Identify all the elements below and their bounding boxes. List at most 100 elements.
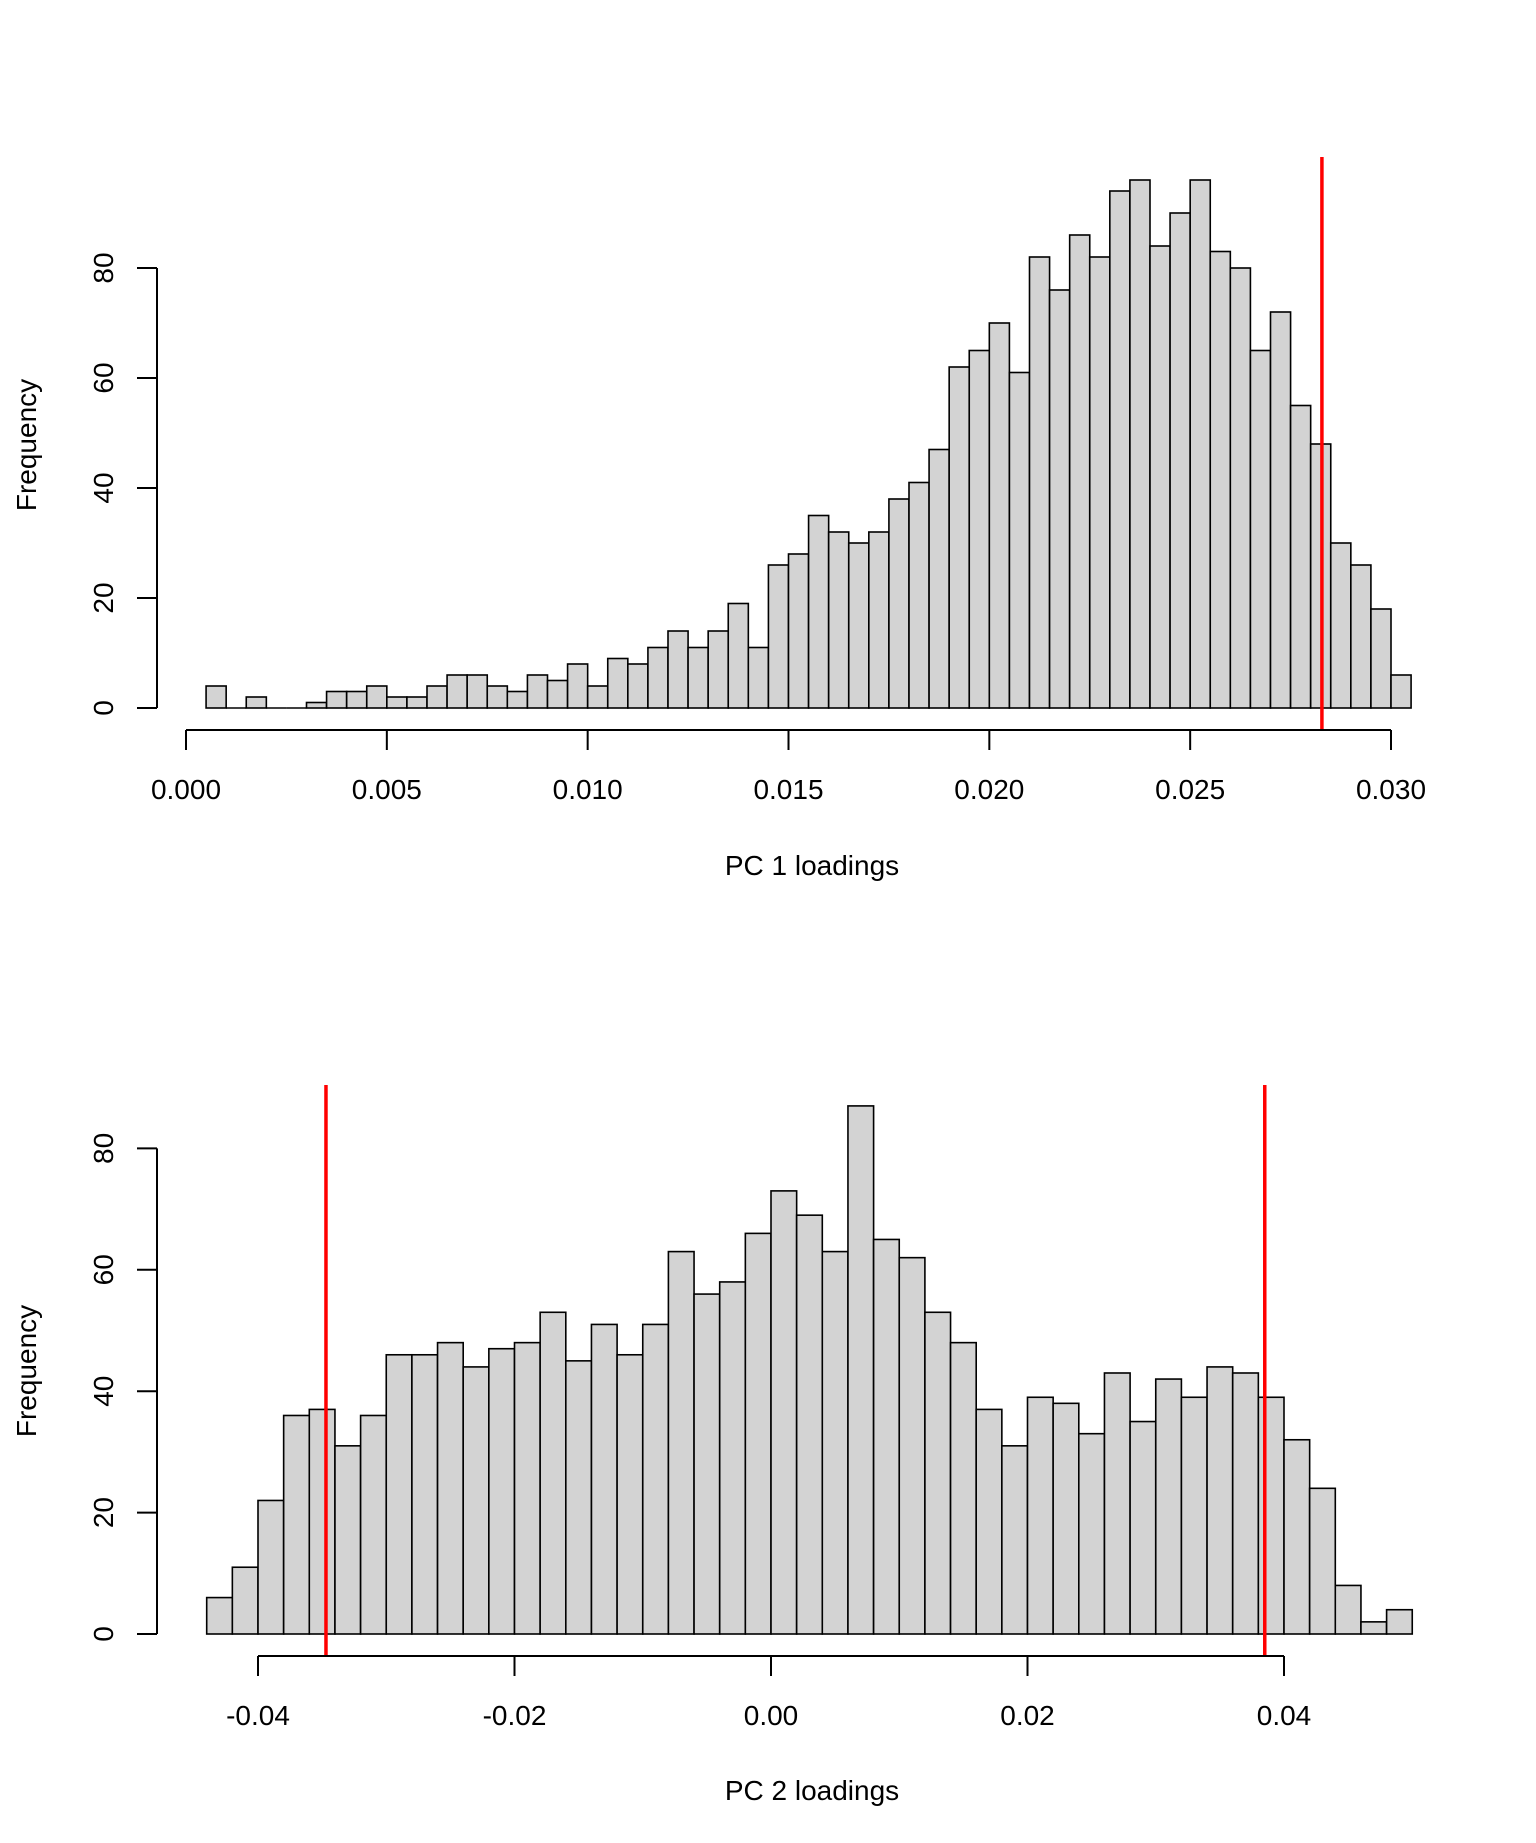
histogram-bar	[1103, 1372, 1131, 1635]
histogram-bar	[1109, 190, 1131, 709]
x-tick-label: 0.015	[753, 774, 823, 805]
histogram-bar	[821, 1250, 849, 1635]
histogram-bar	[466, 674, 489, 709]
histogram-bar	[988, 322, 1011, 709]
histogram-bar	[687, 646, 709, 709]
histogram-bar	[727, 602, 750, 709]
histogram-bar	[1169, 212, 1191, 709]
y-tick-label: 40	[88, 472, 119, 503]
pc2-reference-lines	[324, 1085, 1267, 1656]
histogram-bar	[928, 448, 950, 709]
histogram-bar	[590, 1323, 618, 1635]
x-tick-label: 0.020	[954, 774, 1024, 805]
histogram-bar	[641, 1323, 670, 1635]
histogram-bar	[1129, 179, 1151, 709]
histogram-bar	[1350, 564, 1372, 709]
histogram-bar	[1390, 674, 1412, 709]
histogram-bar	[1008, 371, 1031, 709]
y-tick-label: 20	[88, 582, 119, 613]
histogram-bar	[707, 630, 730, 709]
histogram-bar	[462, 1366, 490, 1635]
histogram-bar	[539, 1311, 567, 1635]
histogram-bar	[868, 531, 890, 709]
histogram-bar	[1289, 404, 1312, 709]
histogram-bar	[924, 1311, 952, 1635]
pc1-y-axis: 0 20 40 60 80	[88, 252, 158, 716]
histogram-bar	[411, 1353, 439, 1635]
y-tick-label: 60	[88, 1254, 119, 1285]
histogram-bar	[359, 1414, 388, 1635]
pc2-x-axis: -0.04 -0.02 0.00 0.02 0.04	[226, 1655, 1312, 1731]
histogram-bar	[231, 1566, 259, 1635]
histogram-bar	[526, 674, 549, 709]
x-tick-label: 0.005	[352, 774, 422, 805]
histogram-bar	[718, 1281, 747, 1635]
histogram-bar	[1329, 542, 1352, 709]
histogram-bar	[898, 1256, 926, 1635]
pc2-bars	[205, 1105, 1414, 1635]
x-tick-label: 0.025	[1155, 774, 1225, 805]
histogram-bar	[616, 1353, 644, 1635]
histogram-bar	[513, 1341, 541, 1635]
histogram-bar	[1078, 1432, 1106, 1635]
histogram-bar	[1088, 256, 1111, 709]
histogram-bar	[345, 690, 368, 709]
histogram-bar	[908, 481, 930, 709]
histogram-bar	[426, 685, 448, 709]
histogram-bar	[693, 1293, 721, 1635]
x-tick-label: -0.02	[483, 1700, 547, 1731]
histogram-bar	[205, 1596, 234, 1635]
histogram-bar	[308, 1408, 336, 1635]
pc2-y-axis: 0 20 40 60 80	[88, 1133, 158, 1642]
histogram-bar	[205, 685, 227, 709]
histogram-bar	[282, 1414, 311, 1635]
histogram-bar	[1209, 250, 1232, 709]
pc1-x-axis: 0.000 0.005 0.010 0.015 0.020 0.025 0.030	[151, 729, 1426, 805]
y-tick-label: 60	[88, 362, 119, 393]
histogram-bar	[847, 1105, 875, 1635]
histogram-bar	[667, 1250, 695, 1635]
histogram-bar	[325, 690, 348, 709]
y-tick-label: 20	[88, 1497, 119, 1528]
histogram-bar	[1048, 289, 1071, 709]
x-tick-label: -0.04	[226, 1700, 290, 1731]
x-tick-label: 0.00	[744, 1700, 799, 1731]
histogram-bar	[564, 1360, 593, 1635]
histogram-bar	[546, 679, 569, 709]
histogram-bar	[1269, 311, 1292, 709]
histogram-bar	[968, 349, 991, 709]
histogram-bar	[1206, 1366, 1234, 1635]
y-tick-label: 0	[88, 1626, 119, 1642]
histogram-bar	[1154, 1378, 1183, 1635]
x-tick-label: 0.030	[1356, 774, 1426, 805]
histogram-bar	[305, 701, 328, 709]
histogram-bar	[488, 1347, 516, 1635]
histogram-bar	[1001, 1445, 1029, 1635]
histogram-bar	[1249, 349, 1272, 709]
y-tick-label: 40	[88, 1376, 119, 1407]
histogram-bar	[334, 1445, 362, 1635]
histogram-bar	[975, 1408, 1003, 1635]
histogram-bar	[807, 514, 830, 709]
histogram-bar	[1360, 1621, 1388, 1635]
histogram-bar	[385, 1353, 413, 1635]
x-tick-label: 0.02	[1000, 1700, 1055, 1731]
histogram-bar	[1129, 1420, 1157, 1635]
histogram-bar	[586, 685, 609, 709]
histogram-bar	[245, 696, 268, 709]
histogram-bar	[888, 498, 910, 709]
x-tick-label: 0.04	[1257, 1700, 1312, 1731]
histogram-bar	[365, 685, 388, 709]
y-tick-label: 0	[88, 700, 119, 716]
pc2-y-axis-title: Frequency	[11, 1305, 42, 1437]
histogram-bar	[1068, 234, 1091, 709]
histogram-bar	[1370, 608, 1392, 709]
histogram-bar	[1308, 1487, 1337, 1635]
pc1-histogram-panel: 0.000 0.005 0.010 0.015 0.020 0.025 0.030 0 20 4…	[11, 157, 1426, 881]
histogram-bar	[872, 1238, 901, 1635]
histogram-bar	[606, 657, 629, 709]
histogram-bar	[1229, 267, 1252, 709]
histogram-bar	[948, 366, 971, 709]
histogram-bar	[436, 1341, 464, 1635]
histogram-bar	[795, 1214, 824, 1635]
